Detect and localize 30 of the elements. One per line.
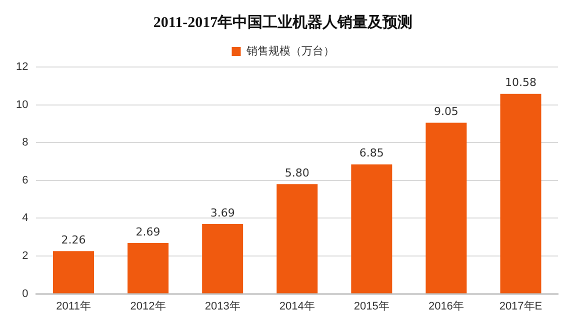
bar <box>202 224 244 294</box>
text: 5.80 <box>284 166 310 180</box>
bar <box>128 242 169 294</box>
y-tick-label: 4 <box>22 212 28 224</box>
legend-label: 销售规模（万台） <box>245 44 334 58</box>
y-tick-label: 2 <box>22 250 28 262</box>
x-tick-label: 2012年 <box>130 300 166 312</box>
bar <box>276 184 318 294</box>
chart-title: 2011-2017年中国工业机器人销量及预测 <box>153 14 413 31</box>
text: 6.85 <box>359 146 384 160</box>
y-tick-label: 12 <box>16 61 28 74</box>
x-tick-label: 2017年E <box>499 300 542 312</box>
x-tick-label: 2015年 <box>354 300 390 312</box>
bar <box>500 94 542 294</box>
bar <box>53 251 94 294</box>
y-tick-label: 10 <box>16 98 28 111</box>
x-tick-label: 2014年 <box>279 300 315 312</box>
x-tick-label: 2016年 <box>428 300 464 312</box>
x-tick-label: 2013年 <box>204 300 240 312</box>
x-tick-label: 2011年 <box>56 300 91 312</box>
bar <box>426 122 467 294</box>
y-tick-label: 6 <box>22 174 28 186</box>
y-tick-label: 0 <box>22 288 28 300</box>
text: 10.58 <box>504 76 536 90</box>
text: 2.69 <box>136 225 160 238</box>
text: 3.69 <box>210 206 235 220</box>
text: 9.05 <box>434 105 458 118</box>
y-tick-label: 8 <box>22 136 28 149</box>
bar <box>351 164 392 294</box>
text: 2.26 <box>61 233 86 246</box>
